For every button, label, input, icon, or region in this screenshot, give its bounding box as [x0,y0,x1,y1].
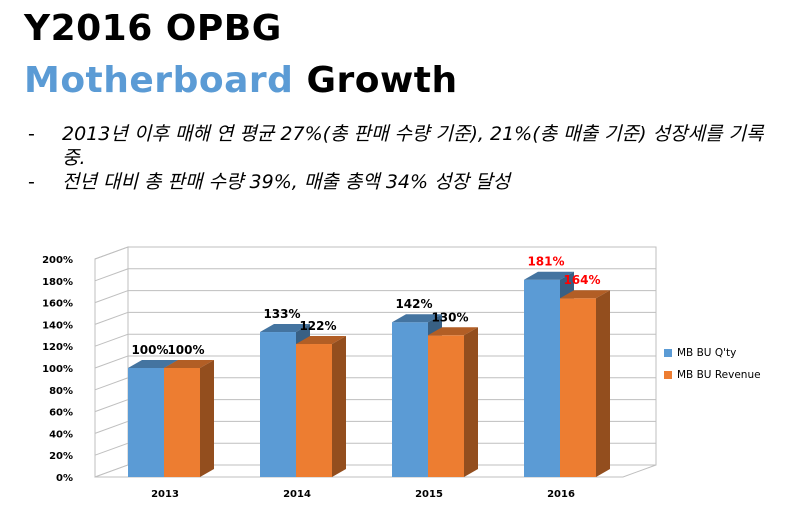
chart-legend: MB BU Q'ty MB BU Revenue [664,342,761,386]
data-label: 181% [527,255,564,269]
bar-top [524,271,574,280]
gridline [94,268,656,282]
x-tick-label: 2016 [547,489,575,500]
title-rest-word: Growth [306,60,458,101]
bar-front [128,368,164,477]
bar-front [296,344,332,477]
legend-swatch-revenue [664,371,672,379]
growth-chart: 0% 20% 40% 60% 80% 100% 120% 140% 160% 180% 200% 20… [0,220,800,509]
bullet-text: 전년 대비 총 판매 수량 39%, 매출 총액 34% 성장 달성 [62,171,511,193]
bar-chart-svg: 0% 20% 40% 60% 80% 100% 120% 140% 160% 180% 200% 20… [42,246,657,500]
y-tick-label: 20% [49,451,73,462]
y-tick-label: 180% [42,277,73,288]
bar-side [464,327,478,477]
bar-front [164,368,200,477]
bullet-item: - 전년 대비 총 판매 수량 39%, 매출 총액 34% 성장 달성 [28,170,788,194]
bar-front [560,298,596,477]
bar-front [524,279,560,477]
data-label: 130% [431,310,468,324]
y-tick-label: 40% [49,429,73,440]
slide-title-line2: Motherboard Growth [24,60,458,101]
gridline [94,311,656,325]
slide-title-line1: Y2016 OPBG [24,8,282,49]
data-label: 100% [131,343,168,357]
bullet-list: - 2013년 이후 매해 연 평균 27%(총 판매 수량 기준), 21%(… [28,122,788,194]
y-tick-label: 160% [42,299,73,310]
y-tick-label: 100% [42,364,73,375]
legend-label-revenue: MB BU Revenue [677,369,761,381]
y-tick-label: 0% [56,473,73,484]
bar-top [128,360,178,368]
bar-top [164,360,214,368]
gridline [94,333,656,347]
data-label: 142% [395,297,432,311]
data-label: 133% [263,307,300,321]
x-tick-label: 2013 [151,489,179,500]
data-label: 122% [299,319,336,333]
bar-front [392,322,428,477]
bar-top [260,324,310,333]
y-tick-label: 80% [49,386,73,397]
bar-side [596,290,610,477]
bar-top [428,327,478,336]
bullet-marker: - [28,123,35,145]
gridline [94,290,656,304]
bar-front [428,335,464,477]
legend-swatch-qty [664,349,672,357]
y-tick-label: 60% [49,408,73,419]
legend-label-qty: MB BU Q'ty [677,347,737,359]
y-tick-label: 140% [42,320,73,331]
y-tick-label: 120% [42,342,73,353]
bar-top [392,314,442,323]
x-tick-label: 2015 [415,489,443,500]
bullet-text: 2013년 이후 매해 연 평균 27%(총 판매 수량 기준), 21%(총 … [62,123,764,169]
legend-item-revenue: MB BU Revenue [664,364,761,386]
data-label: 100% [167,343,204,357]
bar-side [332,336,346,477]
bar-top [560,290,610,299]
bar-side [200,360,214,477]
y-tick-label: 200% [42,255,73,266]
bar-front [260,332,296,477]
data-label: 164% [563,273,600,287]
bullet-marker: - [28,171,35,193]
gridline [94,246,656,260]
bullet-item: - 2013년 이후 매해 연 평균 27%(총 판매 수량 기준), 21%(… [28,122,788,170]
bar-top [296,336,346,345]
title-accent-word: Motherboard [24,60,294,101]
legend-item-qty: MB BU Q'ty [664,342,761,364]
x-tick-label: 2014 [283,489,311,500]
gridline [94,355,656,369]
